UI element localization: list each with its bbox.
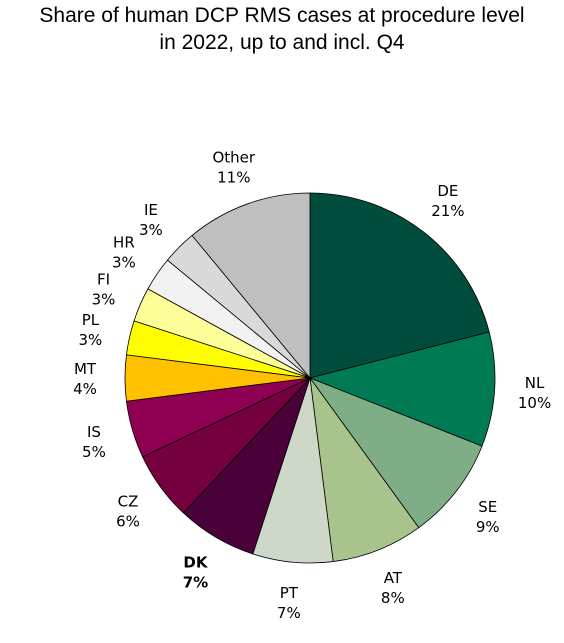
slice-label-de: DE 21%	[431, 182, 464, 220]
chart-title-line-2: in 2022, up to and incl. Q4	[159, 31, 405, 54]
pie-slice-de	[309, 192, 490, 379]
slice-label-other: Other 11%	[212, 148, 255, 186]
slice-label-fi: FI 3%	[92, 271, 116, 309]
chart-title-line-1: Share of human DCP RMS cases at procedur…	[39, 4, 525, 27]
slice-label-se: SE 9%	[476, 498, 500, 536]
pie-labels: DE 21% NL 10% SE 9% AT 8% PT 7% DK 7% CZ 6% IS 5% MT 4% PL…	[73, 148, 551, 622]
pie-slice-other	[191, 192, 311, 380]
slice-label-dk: DK 7%	[183, 554, 209, 592]
slice-label-cz: CZ 6%	[116, 492, 140, 530]
slice-label-pl: PL 3%	[79, 311, 103, 349]
pie-slices	[124, 192, 496, 564]
slice-label-is: IS 5%	[82, 423, 106, 461]
slice-label-mt: MT 4%	[73, 360, 97, 398]
pie-slice-se	[308, 377, 483, 529]
slice-label-pt: PT 7%	[277, 584, 301, 622]
slice-label-at: AT 8%	[381, 569, 405, 607]
slice-label-hr: HR 3%	[112, 234, 136, 272]
pie-slice-at	[309, 377, 420, 562]
chart-title: Share of human DCP RMS cases at procedur…	[0, 2, 564, 56]
pie-slice-nl	[308, 331, 496, 447]
slice-label-nl: NL 10%	[518, 374, 551, 412]
slice-label-ie: IE 3%	[139, 201, 163, 239]
